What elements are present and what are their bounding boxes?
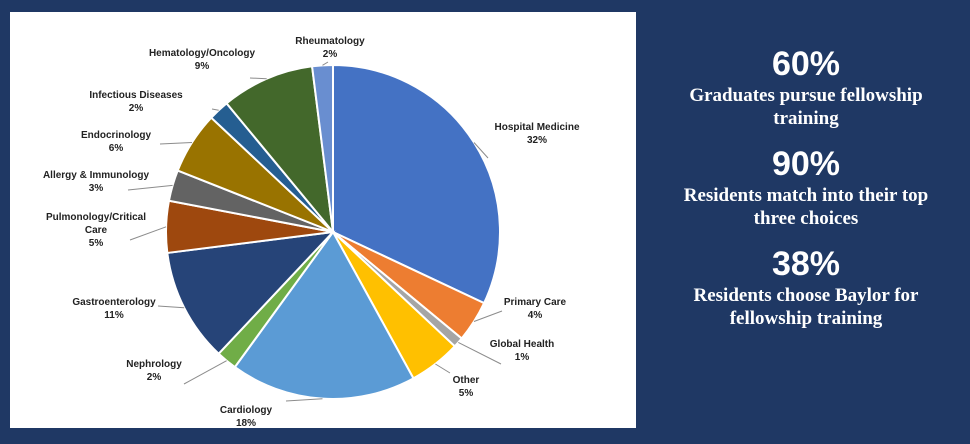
pie-slices xyxy=(165,63,502,400)
leader-lines xyxy=(127,61,503,402)
leader-line xyxy=(435,363,451,374)
slice-label: Primary Care 4% xyxy=(504,297,567,321)
pie-chart: Hospital Medicine 32% Primary Care 4% Global… xyxy=(43,36,580,428)
leader-line xyxy=(473,142,489,159)
stat-caption: Graduates pursue fellowship training xyxy=(689,85,923,129)
leader-line xyxy=(129,226,167,241)
stat-value: 60% xyxy=(771,45,841,83)
stat-fellowship: 60% Graduates pursue fellowship training xyxy=(654,44,958,130)
slice-label: Global Health 1% xyxy=(490,339,554,363)
slice-label: Endocrinology 6% xyxy=(81,130,151,154)
slice-label: Infectious Diseases 2% xyxy=(89,90,183,114)
pie-slice-hematology-oncology xyxy=(225,65,335,236)
pie-slice-rheumatology xyxy=(310,63,334,233)
leader-line xyxy=(211,108,219,111)
stat-caption: Residents match into their top three cho… xyxy=(683,185,929,229)
slice-label: Cardiology 18% xyxy=(220,405,273,428)
stat-baylor: 38% Residents choose Baylor for fellowsh… xyxy=(654,244,958,330)
slice-label: Pulmonology/Critical Care 5% xyxy=(46,212,146,249)
slice-label: Rheumatology 2% xyxy=(295,36,365,60)
slice-label: Other 5% xyxy=(453,375,480,399)
leader-line xyxy=(183,360,227,385)
leader-line xyxy=(127,184,173,191)
leader-line xyxy=(285,398,323,402)
leader-line xyxy=(473,310,503,322)
slice-label: Nephrology 2% xyxy=(126,359,182,383)
stat-caption: Residents choose Baylor for fellowship t… xyxy=(693,285,919,329)
stat-value: 90% xyxy=(771,145,841,183)
pie-slice-cardiology xyxy=(233,230,415,400)
slice-label: Hospital Medicine 32% xyxy=(494,122,579,146)
leader-line xyxy=(322,61,329,66)
slice-label: Gastroenterology 11% xyxy=(72,297,156,321)
slice-labels: Hospital Medicine 32% Primary Care 4% Global… xyxy=(43,36,580,428)
leader-line xyxy=(249,77,267,80)
stat-value: 38% xyxy=(771,245,841,283)
slice-label: Allergy & Immunology 3% xyxy=(43,170,150,194)
stat-match: 90% Residents match into their top three… xyxy=(654,144,958,230)
pie-slice-gastroenterology xyxy=(166,230,336,356)
leader-line xyxy=(157,305,185,309)
stats-panel: 60% Graduates pursue fellowship training… xyxy=(654,44,958,344)
slice-label: Hematology/Oncology 9% xyxy=(149,48,256,72)
chart-panel: Hospital Medicine 32% Primary Care 4% Global… xyxy=(10,12,636,428)
leader-line xyxy=(159,142,193,145)
leader-line xyxy=(458,341,502,365)
